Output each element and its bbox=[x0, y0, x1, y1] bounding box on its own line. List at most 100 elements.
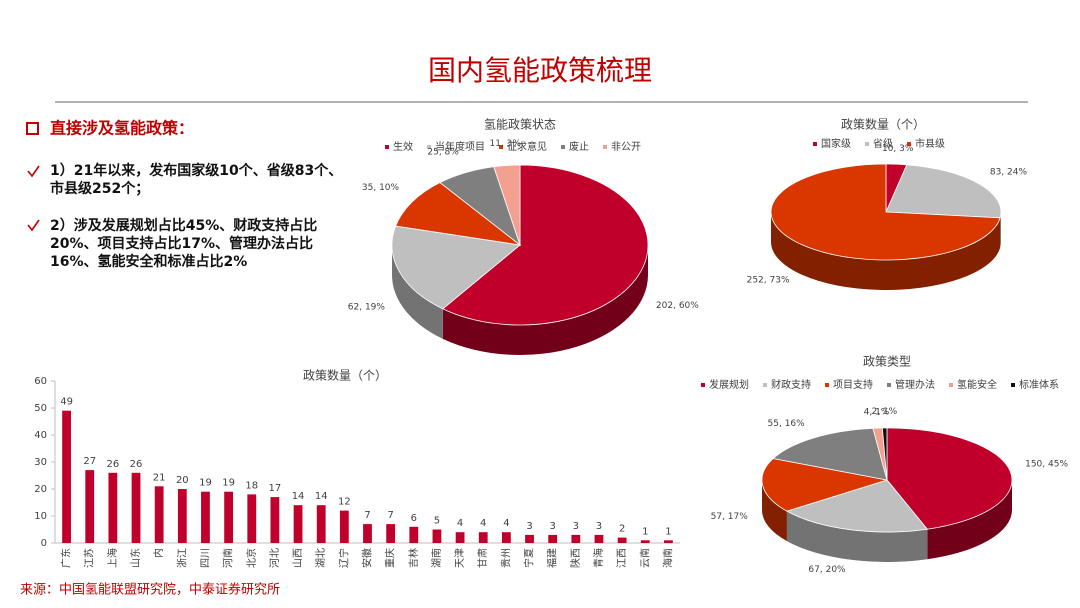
bar bbox=[664, 540, 673, 543]
bar bbox=[62, 410, 71, 543]
pie-slice bbox=[442, 164, 649, 326]
bar bbox=[108, 472, 118, 543]
pie-slice bbox=[772, 427, 888, 481]
x-tick-label: 海南 bbox=[661, 548, 674, 568]
x-tick-label: 内 bbox=[152, 548, 165, 558]
y-tick-label: 10 bbox=[34, 511, 47, 522]
legend-label: 国家级 bbox=[821, 137, 851, 150]
x-tick-label: 云南 bbox=[638, 548, 651, 568]
bar bbox=[201, 491, 210, 543]
check-icon bbox=[27, 165, 40, 178]
data-label: 7 bbox=[364, 510, 370, 521]
legend-label: 省级 bbox=[873, 137, 893, 150]
legend-label: 财政支持 bbox=[771, 378, 811, 391]
data-label: 26 bbox=[107, 459, 120, 470]
bar bbox=[386, 524, 396, 543]
legend-swatch bbox=[603, 145, 607, 149]
x-tick-label: 辽宁 bbox=[337, 548, 350, 568]
x-tick-label: 广东 bbox=[60, 548, 73, 568]
data-label: 83, 24% bbox=[990, 167, 1028, 177]
legend-swatch bbox=[825, 383, 829, 387]
legend-swatch bbox=[499, 145, 503, 149]
slide-title: 国内氢能政策梳理 bbox=[428, 54, 652, 87]
bar bbox=[316, 505, 326, 543]
bar bbox=[525, 534, 534, 543]
pie-slice-side bbox=[762, 480, 787, 542]
pie-slice bbox=[770, 163, 1001, 261]
bar bbox=[409, 526, 419, 543]
bar bbox=[339, 510, 349, 543]
legend-swatch bbox=[701, 383, 705, 387]
y-tick-label: 50 bbox=[34, 403, 47, 414]
legend-label: 氢能安全 bbox=[957, 378, 997, 391]
x-tick-label: 安徽 bbox=[361, 548, 374, 568]
data-label: 4 bbox=[457, 518, 463, 529]
data-label: 12 bbox=[338, 497, 351, 508]
data-label: 3 bbox=[596, 521, 602, 532]
data-label: 1 bbox=[665, 526, 671, 537]
x-tick-label: 重庆 bbox=[384, 548, 397, 568]
x-tick-label: 陕西 bbox=[569, 548, 582, 568]
x-tick-label: 贵州 bbox=[499, 548, 512, 568]
chart-title: 政策数量（个） bbox=[841, 117, 925, 132]
x-tick-label: 江苏 bbox=[83, 548, 96, 568]
chart-title: 政策类型 bbox=[863, 355, 911, 369]
bar bbox=[571, 534, 581, 543]
bar bbox=[270, 497, 280, 543]
legend-label: 市县级 bbox=[915, 137, 945, 150]
legend-swatch bbox=[561, 145, 565, 149]
x-tick-label: 山东 bbox=[129, 548, 142, 568]
data-label: 21 bbox=[153, 472, 166, 483]
bar bbox=[224, 491, 234, 543]
data-label: 202, 60% bbox=[656, 301, 699, 311]
chart-title: 政策数量（个） bbox=[303, 368, 387, 383]
x-tick-label: 山西 bbox=[292, 548, 304, 568]
x-tick-label: 四川 bbox=[200, 548, 211, 568]
bar bbox=[455, 532, 465, 543]
data-label: 3 bbox=[573, 521, 579, 532]
y-tick-label: 20 bbox=[34, 484, 47, 495]
bar bbox=[293, 505, 303, 543]
pie-slice-side bbox=[927, 480, 1012, 560]
x-tick-label: 甘肃 bbox=[476, 548, 489, 568]
legend-swatch bbox=[427, 145, 431, 149]
bar bbox=[432, 529, 442, 543]
legend-label: 当年度项目 bbox=[435, 140, 485, 153]
pie-slice bbox=[785, 479, 929, 533]
x-tick-label: 湖南 bbox=[430, 548, 443, 568]
data-label: 19 bbox=[199, 478, 212, 489]
legend-swatch bbox=[887, 383, 891, 387]
data-label: 10, 3% bbox=[882, 144, 914, 154]
pie-slice-side bbox=[442, 245, 648, 355]
legend-label: 废止 bbox=[569, 140, 589, 153]
data-label: 17 bbox=[269, 483, 282, 494]
data-label: 3 bbox=[526, 521, 532, 532]
y-tick-label: 60 bbox=[34, 376, 47, 387]
legend-label: 项目支持 bbox=[833, 378, 873, 391]
data-label: 7 bbox=[387, 510, 393, 521]
data-label: 27 bbox=[83, 456, 96, 467]
source-note: 来源：中国氢能联盟研究院，中泰证券研究所 bbox=[20, 582, 280, 598]
bar bbox=[548, 534, 558, 543]
data-label: 55, 16% bbox=[768, 419, 806, 429]
bar bbox=[247, 494, 257, 543]
check-icon bbox=[27, 219, 40, 232]
pie-slice bbox=[493, 164, 521, 246]
legend-swatch bbox=[907, 142, 911, 146]
x-tick-label: 湖北 bbox=[315, 548, 327, 568]
pie-slice-side bbox=[1000, 212, 1001, 248]
data-label: 14 bbox=[315, 491, 328, 502]
x-tick-label: 河南 bbox=[222, 548, 235, 568]
legend-label: 标准体系 bbox=[1019, 379, 1059, 391]
pie-slice bbox=[391, 225, 521, 310]
legend-swatch bbox=[865, 142, 869, 146]
y-tick-label: 0 bbox=[41, 538, 47, 549]
legend-swatch bbox=[813, 142, 817, 146]
data-label: 252, 73% bbox=[747, 276, 790, 286]
x-tick-label: 吉林 bbox=[407, 548, 420, 568]
y-tick-label: 30 bbox=[34, 457, 47, 468]
pie-slice-side bbox=[786, 511, 928, 562]
pie-slice bbox=[886, 427, 1013, 530]
heading-icon bbox=[26, 122, 39, 135]
pie-slice-side bbox=[392, 245, 443, 339]
